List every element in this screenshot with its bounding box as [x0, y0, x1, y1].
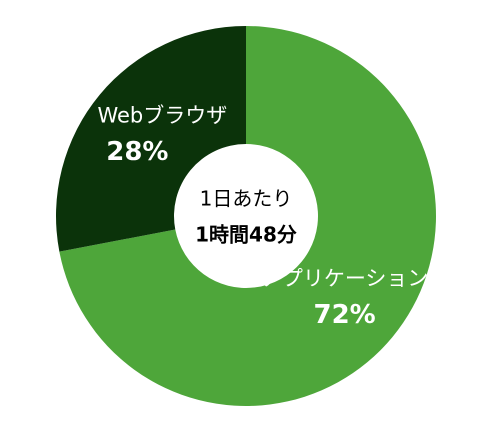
value-label: 28%	[106, 137, 168, 167]
category-label: アプリケーション	[261, 267, 429, 291]
donut-slice	[55, 26, 246, 252]
donut-slice	[59, 26, 437, 407]
center-label: 1時間48分	[195, 223, 297, 247]
center-label: 1日あたり	[200, 187, 293, 211]
value-label: 72%	[314, 300, 376, 330]
category-label: Webブラウザ	[97, 103, 227, 127]
